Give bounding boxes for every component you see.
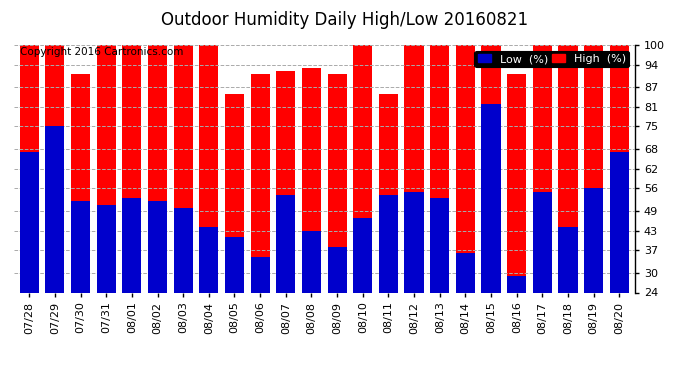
Bar	[148, 45, 167, 292]
Bar	[328, 74, 347, 292]
Bar	[456, 254, 475, 292]
Bar	[482, 104, 501, 292]
Bar	[46, 126, 64, 292]
Bar	[404, 192, 424, 292]
Bar	[97, 205, 116, 292]
Bar	[148, 201, 167, 292]
Bar	[122, 45, 141, 292]
Bar	[250, 74, 270, 292]
Bar	[174, 45, 193, 292]
Bar	[507, 276, 526, 292]
Bar	[584, 45, 603, 292]
Bar	[302, 68, 321, 292]
Bar	[199, 227, 219, 292]
Bar	[610, 45, 629, 292]
Bar	[404, 45, 424, 292]
Bar	[482, 45, 501, 292]
Bar	[174, 208, 193, 292]
Bar	[225, 94, 244, 292]
Bar	[430, 198, 449, 292]
Text: Outdoor Humidity Daily High/Low 20160821: Outdoor Humidity Daily High/Low 20160821	[161, 11, 529, 29]
Bar	[276, 195, 295, 292]
Bar	[379, 94, 398, 292]
Bar	[71, 74, 90, 292]
Bar	[353, 45, 373, 292]
Bar	[19, 45, 39, 292]
Bar	[199, 45, 219, 292]
Bar	[533, 192, 552, 292]
Bar	[584, 188, 603, 292]
Bar	[507, 74, 526, 292]
Legend: Low  (%), High  (%): Low (%), High (%)	[475, 51, 629, 68]
Bar	[430, 45, 449, 292]
Bar	[225, 237, 244, 292]
Bar	[379, 195, 398, 292]
Bar	[558, 227, 578, 292]
Bar	[610, 153, 629, 292]
Bar	[19, 153, 39, 292]
Bar	[302, 231, 321, 292]
Bar	[456, 45, 475, 292]
Bar	[533, 45, 552, 292]
Bar	[97, 45, 116, 292]
Bar	[558, 45, 578, 292]
Bar	[276, 71, 295, 292]
Bar	[46, 45, 64, 292]
Bar	[122, 198, 141, 292]
Bar	[328, 247, 347, 292]
Bar	[353, 217, 373, 292]
Text: Copyright 2016 Cartronics.com: Copyright 2016 Cartronics.com	[20, 48, 184, 57]
Bar	[71, 201, 90, 292]
Bar	[250, 256, 270, 292]
